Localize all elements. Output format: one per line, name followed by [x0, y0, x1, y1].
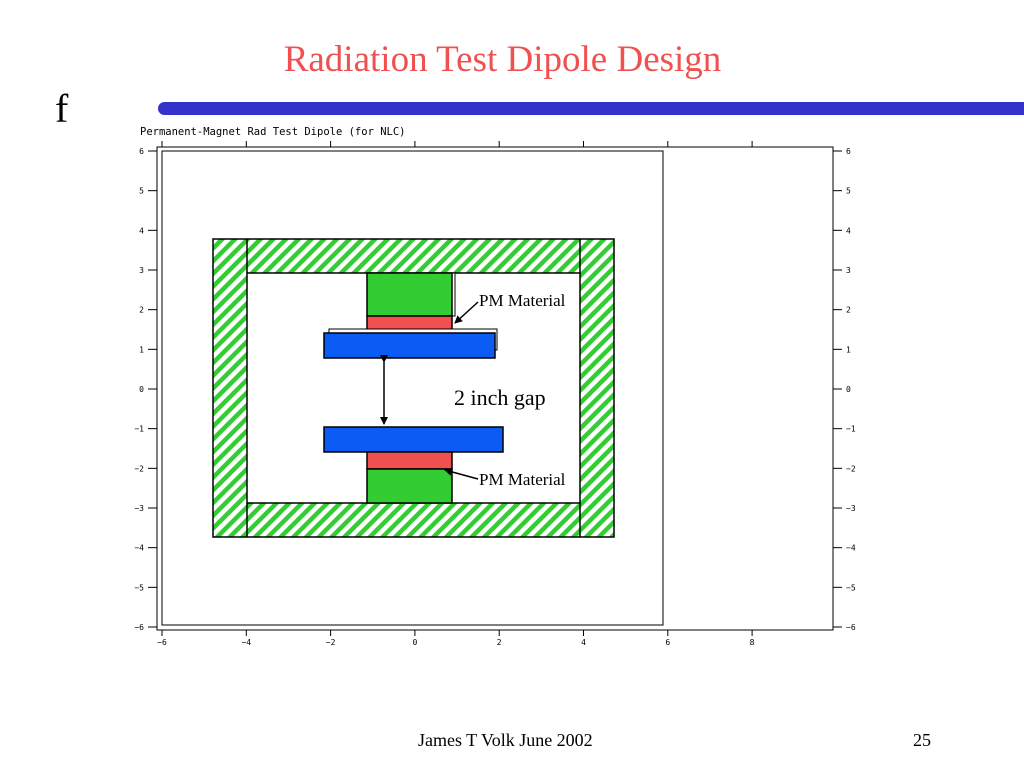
bottom-pole [366, 468, 453, 504]
y-tick-label: 1 [139, 345, 144, 354]
x-tick-label: 6 [665, 638, 670, 647]
y-tick-label: 0 [139, 385, 144, 394]
y-tick-label: −5 [846, 583, 856, 592]
pm-bottom-label: PM Material [479, 470, 566, 489]
y-tick-label: −6 [846, 623, 856, 632]
y-tick-label: −4 [134, 544, 144, 553]
x-axis-bottom: −6 −4 −2 0 2 4 6 8 [157, 141, 755, 647]
bottom-plate [323, 426, 504, 453]
x-tick-label: −2 [326, 638, 336, 647]
y-tick-label: 3 [139, 266, 144, 275]
x-tick-label: 2 [497, 638, 502, 647]
y-tick-label: 6 [139, 147, 144, 156]
plot-caption: Permanent-Magnet Rad Test Dipole (for NL… [140, 126, 406, 138]
x-tick-label: 4 [581, 638, 586, 647]
pm-bottom-leader [444, 467, 479, 480]
y-tick-label: −2 [846, 464, 856, 473]
y-tick-label: −2 [134, 464, 144, 473]
y-tick-label: −3 [134, 504, 144, 513]
y-tick-label: −6 [134, 623, 144, 632]
title-rule [158, 102, 1024, 115]
y-tick-label: 3 [846, 266, 851, 275]
pm-top-label: PM Material [479, 291, 566, 310]
y-tick-label: 0 [846, 385, 851, 394]
top-plate [323, 332, 496, 359]
x-tick-label: −6 [157, 638, 167, 647]
pm-top-leader [454, 301, 479, 324]
y-axis-right: 6 5 4 3 2 1 0 −1 −2 −3 −4 −5 −6 [833, 147, 856, 632]
plot-frame-inner [161, 150, 664, 626]
y-axis-left: 6 5 4 3 2 1 0 −1 −2 −3 −4 −5 −6 [134, 147, 157, 632]
y-tick-label: −4 [846, 544, 856, 553]
gap-label: 2 inch gap [454, 385, 546, 410]
footer-author: James T Volk June 2002 [418, 730, 593, 750]
slide-title: Radiation Test Dipole Design [283, 39, 722, 80]
x-tick-label: −4 [241, 638, 251, 647]
bullet-text: f [55, 86, 69, 131]
y-tick-label: 2 [139, 306, 144, 315]
bottom-pm-block [366, 451, 453, 470]
y-tick-label: 5 [139, 187, 144, 196]
top-pole [366, 272, 453, 317]
y-tick-label: 1 [846, 345, 851, 354]
y-tick-label: −1 [846, 425, 856, 434]
y-tick-label: −1 [134, 425, 144, 434]
x-tick-label: 0 [412, 638, 417, 647]
y-tick-label: 5 [846, 187, 851, 196]
page-number: 25 [913, 730, 931, 750]
y-tick-label: −5 [134, 583, 144, 592]
y-tick-label: −3 [846, 504, 856, 513]
y-tick-label: 4 [846, 226, 851, 235]
y-tick-label: 6 [846, 147, 851, 156]
y-tick-label: 4 [139, 226, 144, 235]
y-tick-label: 2 [846, 306, 851, 315]
x-tick-label: 8 [750, 638, 755, 647]
